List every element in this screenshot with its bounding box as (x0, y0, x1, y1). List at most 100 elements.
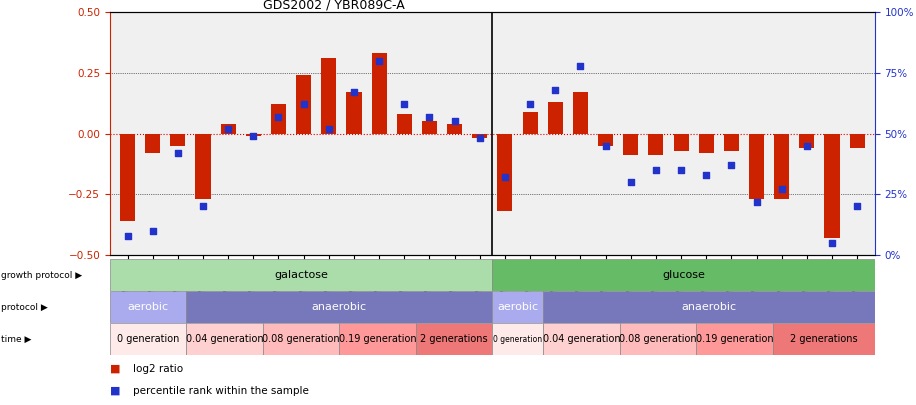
Point (548, 87, 562, 93)
Text: 0 generation: 0 generation (494, 335, 542, 343)
Bar (673, 134, 689, 151)
Bar (493, 291, 543, 323)
Point (346, 89, 361, 96)
Bar (322, 58, 336, 134)
Point (674, 167, 689, 173)
Text: 0.04 generation: 0.04 generation (543, 334, 620, 344)
Point (724, 162, 738, 168)
Point (447, 118, 462, 125)
Bar (110, 291, 187, 323)
Bar (170, 134, 185, 146)
Text: 2 generations: 2 generations (420, 334, 488, 344)
Point (422, 113, 437, 120)
Bar (749, 134, 764, 199)
Bar (724, 134, 739, 151)
Point (573, 62, 588, 69)
Bar (110, 259, 493, 291)
Bar (543, 323, 620, 355)
Text: 0.04 generation: 0.04 generation (186, 334, 264, 344)
Point (774, 186, 789, 193)
Point (296, 101, 311, 108)
Text: ■: ■ (110, 364, 120, 374)
Text: aerobic: aerobic (497, 302, 539, 312)
Text: 2 generations: 2 generations (790, 334, 857, 344)
Text: galactose: galactose (274, 270, 328, 280)
Point (850, 203, 865, 210)
Bar (245, 134, 261, 136)
Text: protocol ▶: protocol ▶ (1, 303, 48, 311)
Text: 0.19 generation: 0.19 generation (696, 334, 773, 344)
Bar (263, 323, 339, 355)
Text: 0.19 generation: 0.19 generation (339, 334, 417, 344)
Bar (824, 134, 840, 238)
Point (221, 126, 235, 132)
Bar (416, 323, 493, 355)
Point (699, 172, 714, 178)
Bar (773, 323, 875, 355)
Bar (271, 104, 286, 134)
Bar (187, 291, 493, 323)
Point (271, 113, 286, 120)
Text: growth protocol ▶: growth protocol ▶ (1, 271, 82, 279)
Bar (800, 134, 814, 148)
Bar (120, 134, 135, 221)
Point (523, 101, 538, 108)
Text: glucose: glucose (662, 270, 705, 280)
Bar (473, 134, 487, 139)
Point (749, 198, 764, 205)
Bar (774, 134, 790, 199)
Point (196, 203, 211, 210)
Point (146, 228, 160, 234)
Bar (296, 75, 311, 134)
Text: 0.08 generation: 0.08 generation (262, 334, 340, 344)
Point (824, 240, 839, 246)
Bar (346, 92, 362, 134)
Text: time ▶: time ▶ (1, 335, 31, 343)
Bar (372, 53, 387, 134)
Bar (699, 134, 714, 153)
Bar (548, 102, 562, 134)
Bar (447, 124, 463, 134)
Point (397, 101, 411, 108)
Point (624, 179, 638, 185)
Point (322, 126, 336, 132)
Point (800, 143, 814, 149)
Bar (110, 323, 187, 355)
Text: 0.08 generation: 0.08 generation (619, 334, 697, 344)
Bar (649, 134, 663, 156)
Bar (850, 134, 865, 148)
Text: 0 generation: 0 generation (117, 334, 180, 344)
Bar (572, 92, 588, 134)
Point (372, 58, 387, 64)
Text: GDS2002 / YBR089C-A: GDS2002 / YBR089C-A (263, 0, 405, 12)
Bar (422, 122, 437, 134)
Bar (195, 134, 211, 199)
Bar (397, 114, 412, 134)
Point (598, 143, 613, 149)
Bar (497, 134, 512, 211)
Text: log2 ratio: log2 ratio (133, 364, 183, 374)
Bar (493, 259, 875, 291)
Bar (187, 323, 263, 355)
Bar (623, 134, 638, 156)
Text: anaerobic: anaerobic (682, 302, 736, 312)
Point (497, 174, 512, 181)
Text: aerobic: aerobic (127, 302, 169, 312)
Bar (493, 323, 543, 355)
Bar (522, 112, 538, 134)
Point (170, 150, 185, 156)
Point (473, 135, 487, 142)
Bar (543, 291, 875, 323)
Text: ■: ■ (110, 386, 120, 396)
Bar (221, 124, 235, 134)
Point (120, 232, 135, 239)
Bar (340, 323, 416, 355)
Point (649, 167, 663, 173)
Bar (696, 323, 773, 355)
Bar (620, 323, 696, 355)
Text: anaerobic: anaerobic (311, 302, 367, 312)
Text: percentile rank within the sample: percentile rank within the sample (133, 386, 309, 396)
Point (246, 133, 261, 139)
Bar (145, 134, 160, 153)
Bar (598, 134, 613, 146)
